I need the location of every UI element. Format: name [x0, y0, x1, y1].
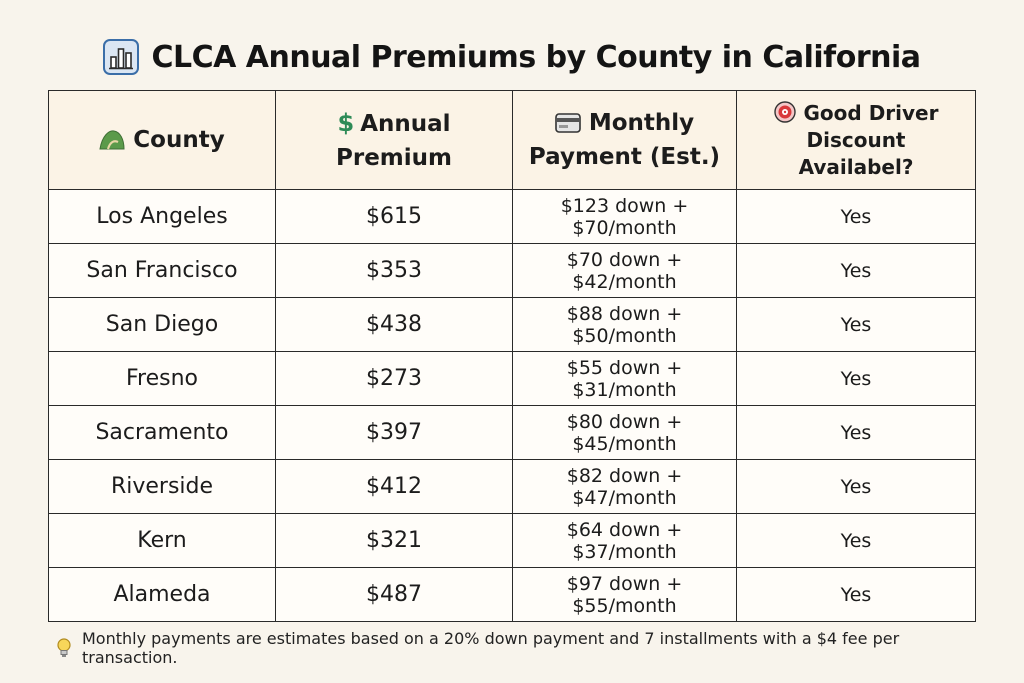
dollar-sign-icon: $	[337, 108, 355, 137]
table-row: Alameda $487 $97 down + $55/month Yes	[48, 567, 976, 622]
cell-county: San Diego	[48, 297, 276, 352]
target-icon	[773, 100, 796, 123]
cell-county: Sacramento	[48, 405, 276, 460]
cell-monthly-payment: $97 down + $55/month	[512, 567, 737, 622]
cell-county: Alameda	[48, 567, 276, 622]
cell-annual-premium: $353	[275, 243, 513, 298]
cell-discount: Yes	[736, 189, 976, 244]
bar-chart-icon	[103, 39, 140, 75]
header-good-driver-discount: Good Driver Discount Availabel?	[736, 90, 976, 190]
table-row: Fresno $273 $55 down + $31/month Yes	[48, 351, 976, 406]
page-title-row: CLCA Annual Premiums by County in Califo…	[0, 34, 1024, 80]
footnote-text: Monthly payments are estimates based on …	[82, 629, 900, 667]
cell-discount: Yes	[736, 405, 976, 460]
cell-discount: Yes	[736, 243, 976, 298]
cell-annual-premium: $397	[275, 405, 513, 460]
table-row: Sacramento $397 $80 down + $45/month Yes	[48, 405, 976, 460]
footnote: Monthly payments are estimates based on …	[56, 629, 996, 667]
cell-monthly-payment: $123 down + $70/month	[512, 189, 737, 244]
table-header-row: County $ Annual Premium Monthly Payment (…	[48, 90, 976, 190]
cell-annual-premium: $438	[275, 297, 513, 352]
table-row: Riverside $412 $82 down + $47/month Yes	[48, 459, 976, 514]
table-row: San Diego $438 $88 down + $50/month Yes	[48, 297, 976, 352]
header-annual-premium: $ Annual Premium	[275, 90, 513, 190]
cell-monthly-payment: $80 down + $45/month	[512, 405, 737, 460]
header-county: County	[48, 90, 276, 190]
lightbulb-icon	[56, 638, 72, 658]
header-monthly-payment: Monthly Payment (Est.)	[512, 90, 737, 190]
cell-discount: Yes	[736, 567, 976, 622]
cell-monthly-payment: $55 down + $31/month	[512, 351, 737, 406]
cell-discount: Yes	[736, 513, 976, 568]
premiums-table: County $ Annual Premium Monthly Payment (…	[48, 90, 976, 622]
cell-discount: Yes	[736, 351, 976, 406]
cell-county: Kern	[48, 513, 276, 568]
cell-annual-premium: $487	[275, 567, 513, 622]
cell-county: San Francisco	[48, 243, 276, 298]
cell-annual-premium: $615	[275, 189, 513, 244]
cell-annual-premium: $412	[275, 459, 513, 514]
cell-monthly-payment: $70 down + $42/month	[512, 243, 737, 298]
cell-annual-premium: $321	[275, 513, 513, 568]
cell-county: Los Angeles	[48, 189, 276, 244]
credit-card-icon	[555, 113, 581, 133]
table-row: Los Angeles $615 $123 down + $70/month Ye…	[48, 189, 976, 244]
cell-discount: Yes	[736, 297, 976, 352]
cell-discount: Yes	[736, 459, 976, 514]
map-hill-icon	[99, 128, 125, 150]
cell-county: Riverside	[48, 459, 276, 514]
table-row: San Francisco $353 $70 down + $42/month Y…	[48, 243, 976, 298]
cell-county: Fresno	[48, 351, 276, 406]
page-title: CLCA Annual Premiums by County in Califo…	[151, 39, 921, 75]
cell-monthly-payment: $64 down + $37/month	[512, 513, 737, 568]
cell-monthly-payment: $88 down + $50/month	[512, 297, 737, 352]
cell-monthly-payment: $82 down + $47/month	[512, 459, 737, 514]
table-row: Kern $321 $64 down + $37/month Yes	[48, 513, 976, 568]
cell-annual-premium: $273	[275, 351, 513, 406]
